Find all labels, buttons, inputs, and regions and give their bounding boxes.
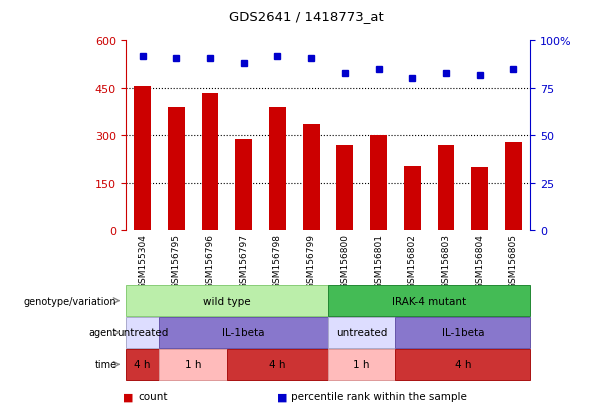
- Text: GSM155304: GSM155304: [138, 234, 147, 288]
- Text: wild type: wild type: [203, 296, 251, 306]
- Text: GSM156801: GSM156801: [374, 234, 383, 288]
- Bar: [328, 285, 530, 316]
- Text: 4 h: 4 h: [134, 359, 151, 370]
- Text: IL-1beta: IL-1beta: [223, 328, 265, 338]
- Bar: [159, 317, 328, 348]
- Bar: [126, 317, 159, 348]
- Bar: [395, 349, 530, 380]
- Text: GSM156804: GSM156804: [475, 234, 484, 288]
- Bar: [404, 166, 421, 231]
- Text: untreated: untreated: [336, 328, 387, 338]
- Text: GSM156796: GSM156796: [205, 234, 215, 288]
- Text: genotype/variation: genotype/variation: [24, 296, 116, 306]
- Text: untreated: untreated: [117, 328, 168, 338]
- Text: ■: ■: [123, 392, 134, 401]
- Text: GSM156802: GSM156802: [408, 234, 417, 288]
- Text: percentile rank within the sample: percentile rank within the sample: [291, 392, 467, 401]
- Text: GSM156797: GSM156797: [239, 234, 248, 288]
- Text: 1 h: 1 h: [354, 359, 370, 370]
- Text: GSM156799: GSM156799: [306, 234, 316, 288]
- Bar: [395, 317, 530, 348]
- Text: GDS2641 / 1418773_at: GDS2641 / 1418773_at: [229, 10, 384, 23]
- Text: 4 h: 4 h: [269, 359, 286, 370]
- Text: 4 h: 4 h: [455, 359, 471, 370]
- Text: GSM156795: GSM156795: [172, 234, 181, 288]
- Bar: [269, 108, 286, 231]
- Bar: [159, 349, 227, 380]
- Bar: [505, 142, 522, 231]
- Bar: [235, 139, 252, 231]
- Text: ■: ■: [276, 392, 287, 401]
- Text: 1 h: 1 h: [185, 359, 201, 370]
- Bar: [303, 125, 319, 231]
- Bar: [202, 93, 218, 231]
- Text: count: count: [138, 392, 167, 401]
- Text: GSM156803: GSM156803: [441, 234, 451, 288]
- Bar: [227, 349, 328, 380]
- Bar: [328, 317, 395, 348]
- Bar: [134, 87, 151, 231]
- Bar: [168, 108, 185, 231]
- Bar: [126, 285, 328, 316]
- Text: IL-1beta: IL-1beta: [441, 328, 484, 338]
- Bar: [328, 349, 395, 380]
- Bar: [337, 145, 353, 231]
- Bar: [126, 349, 159, 380]
- Text: GSM156798: GSM156798: [273, 234, 282, 288]
- Bar: [370, 136, 387, 231]
- Text: IRAK-4 mutant: IRAK-4 mutant: [392, 296, 466, 306]
- Text: GSM156805: GSM156805: [509, 234, 518, 288]
- Text: GSM156800: GSM156800: [340, 234, 349, 288]
- Text: agent: agent: [88, 328, 116, 338]
- Bar: [471, 168, 488, 231]
- Text: time: time: [94, 359, 116, 370]
- Bar: [438, 145, 454, 231]
